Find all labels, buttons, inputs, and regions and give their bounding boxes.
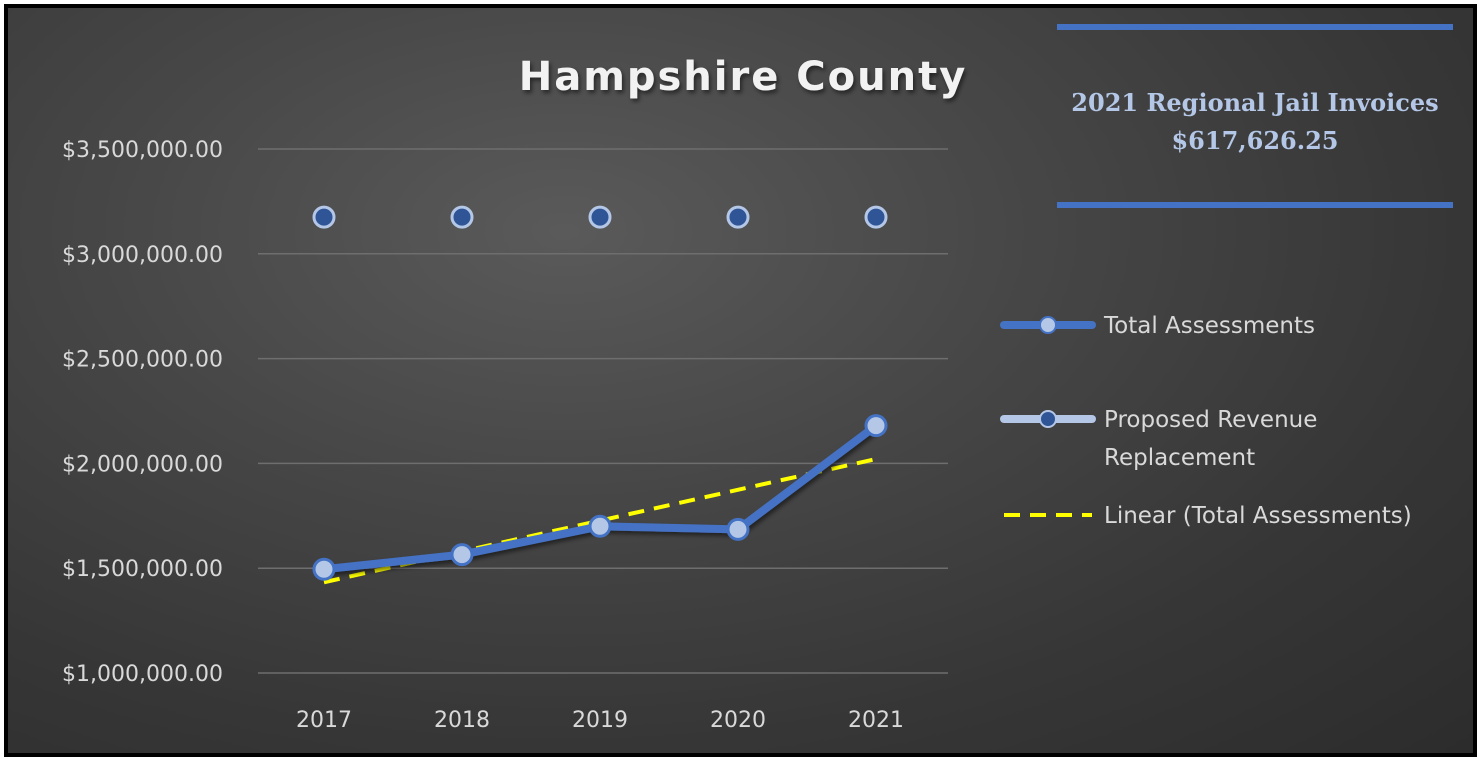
data-point [450, 543, 474, 567]
info-box: 2021 Regional Jail Invoices $617,626.25 [1057, 24, 1453, 209]
y-axis-labels: $1,000,000.00 $1,500,000.00 $2,000,000.00 $… [62, 138, 223, 687]
data-point [588, 514, 612, 538]
y-tick-label: $1,000,000.00 [62, 662, 223, 687]
data-point [312, 205, 336, 229]
series-linear-total-assessments [323, 457, 877, 585]
legend-item: Proposed Revenue Replacement [1000, 407, 1317, 471]
legend-label: Total Assessments [1103, 313, 1315, 339]
chart-frame: Hampshire County $1,000,000.00 $1,500,000… [4, 4, 1477, 757]
x-tick-label: 2020 [710, 708, 766, 733]
trendline [323, 457, 877, 585]
gridlines [258, 148, 948, 674]
series-proposed-revenue-replacement [312, 205, 888, 229]
legend-item: Linear (Total Assessments) [1004, 503, 1412, 529]
y-tick-label: $2,000,000.00 [62, 452, 223, 477]
data-point [312, 557, 336, 581]
x-tick-label: 2017 [296, 708, 352, 733]
data-point [450, 205, 474, 229]
x-tick-label: 2019 [572, 708, 628, 733]
info-title: 2021 Regional Jail Invoices [1071, 88, 1439, 117]
data-point [726, 205, 750, 229]
data-point [864, 414, 888, 438]
series-total-assessments [312, 414, 888, 581]
y-tick-label: $3,000,000.00 [62, 243, 223, 268]
x-axis-labels: 2017 2018 2019 2020 2021 [296, 708, 904, 733]
legend: Total Assessments Proposed Revenue Replace… [1000, 313, 1412, 529]
legend-label: Linear (Total Assessments) [1104, 503, 1412, 529]
data-point [726, 517, 750, 541]
legend-label: Proposed Revenue [1104, 407, 1317, 433]
y-tick-label: $3,500,000.00 [62, 138, 223, 163]
info-amount: $617,626.25 [1171, 126, 1339, 155]
y-tick-label: $2,500,000.00 [62, 348, 223, 373]
legend-item: Total Assessments [1000, 313, 1315, 339]
legend-marker [1039, 410, 1057, 428]
series-lines [312, 205, 888, 585]
chart-svg: Hampshire County $1,000,000.00 $1,500,000… [62, 54, 1412, 733]
chart-title: Hampshire County [519, 54, 968, 100]
data-point [864, 205, 888, 229]
x-tick-label: 2018 [434, 708, 490, 733]
legend-label: Replacement [1104, 445, 1255, 471]
legend-marker [1039, 316, 1057, 334]
info-top-rule [1057, 24, 1453, 30]
y-tick-label: $1,500,000.00 [62, 557, 223, 582]
series-line [320, 421, 880, 574]
data-point [588, 205, 612, 229]
x-tick-label: 2021 [848, 708, 904, 733]
info-bottom-rule [1057, 202, 1453, 208]
